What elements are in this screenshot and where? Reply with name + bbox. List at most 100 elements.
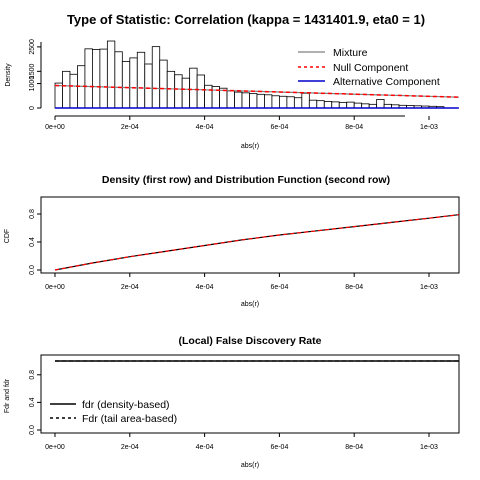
histogram-bar	[196, 74, 205, 109]
y-tick-label: 0.0	[29, 265, 36, 275]
x-tick-label: 2e-04	[121, 284, 139, 291]
histogram-bar	[249, 93, 258, 109]
histogram-title: Type of Statistic: Correlation (kappa = …	[67, 12, 425, 27]
y-tick-label: 1500	[29, 63, 36, 79]
histogram-bar	[293, 97, 303, 109]
legend-mixture-label: Mixture	[333, 47, 368, 59]
histogram-bar	[241, 92, 250, 109]
histogram-bar	[189, 67, 198, 109]
histogram-bar	[84, 48, 93, 109]
x-tick-label: 1e-03	[420, 444, 438, 451]
series-line	[54, 214, 459, 271]
histogram-bar	[114, 51, 123, 109]
x-axis-label: abs(r)	[241, 143, 259, 150]
histogram-bar	[308, 99, 318, 109]
y-ticks: 0.0 0.4 0.8	[29, 209, 41, 275]
histogram-bar	[181, 77, 191, 109]
density-lines	[54, 84, 459, 109]
y-axis-label: Fdr and fdr	[4, 378, 11, 413]
cdf-title: Density (first row) and Distribution Fun…	[102, 174, 390, 186]
histogram-bar	[278, 95, 288, 109]
histogram-bar	[316, 100, 325, 109]
fdr-plot-box	[40, 354, 460, 434]
x-tick-label: 4e-04	[196, 444, 214, 451]
fdr-panel: (Local) False Discovery Rate 0e+00 2e-04 4…	[4, 335, 460, 469]
histogram-bar	[376, 99, 385, 109]
x-tick-label: 2e-04	[121, 444, 139, 451]
histogram-bar	[92, 49, 101, 109]
histogram-bar	[69, 73, 78, 109]
histogram-bar	[256, 93, 265, 109]
y-tick-label: 0	[29, 106, 36, 110]
cdf-plot-box	[40, 196, 460, 274]
histogram-panel: Type of Statistic: Correlation (kappa = …	[5, 12, 459, 150]
y-tick-label: 0.8	[29, 209, 36, 219]
cdf-panel: Density (first row) and Distribution Fun…	[4, 174, 460, 308]
histogram-bar	[286, 96, 295, 109]
histogram-bar	[234, 91, 243, 109]
legend: Mixture Null Component Alternative Compo…	[298, 47, 440, 88]
x-tick-label: 8e-04	[345, 284, 363, 291]
x-ticks: 0e+00 2e-04 4e-04 6e-04 8e-04 1e-03	[45, 116, 438, 131]
x-ticks: 0e+00 2e-04 4e-04 6e-04 8e-04 1e-03	[45, 433, 438, 451]
legend: fdr (density-based) Fdr (tail area-based…	[50, 399, 177, 425]
x-tick-label: 0e+00	[45, 284, 65, 291]
legend-null-label: Null Component	[333, 62, 408, 74]
histogram-bar	[166, 70, 176, 109]
histogram-bars	[54, 40, 445, 109]
legend-alternative-label: Alternative Component	[333, 76, 440, 88]
histogram-bar	[151, 46, 161, 109]
histogram-bar	[136, 51, 146, 109]
y-axis-label: CDF	[4, 229, 11, 243]
y-tick-label: 0.8	[29, 370, 36, 380]
histogram-bar	[323, 101, 333, 109]
y-tick-label: 0.4	[29, 237, 36, 247]
histogram-bar	[129, 57, 138, 109]
cdf-lines	[54, 214, 459, 271]
y-tick-label: 2500	[29, 39, 36, 55]
histogram-bar	[204, 84, 213, 109]
histogram-bar	[226, 90, 235, 109]
histogram-bar	[106, 40, 116, 109]
x-tick-label: 4e-04	[196, 124, 214, 131]
y-ticks: 0.0 0.4 0.8	[29, 370, 41, 435]
x-ticks: 0e+00 2e-04 4e-04 6e-04 8e-04 1e-03	[45, 273, 438, 291]
series-line	[54, 214, 459, 271]
histogram-bar	[144, 63, 153, 109]
histogram-bar	[331, 101, 340, 109]
histogram-bar	[301, 92, 310, 109]
histogram-bar	[121, 61, 131, 109]
y-tick-label: 0.0	[29, 425, 36, 435]
x-tick-label: 1e-03	[420, 284, 438, 291]
x-tick-label: 2e-04	[121, 124, 139, 131]
x-tick-label: 0e+00	[45, 124, 65, 131]
x-tick-label: 8e-04	[345, 124, 363, 131]
histogram-bar	[62, 70, 71, 109]
histogram-bar	[346, 101, 355, 109]
x-tick-label: 0e+00	[45, 444, 65, 451]
fdr-title: (Local) False Discovery Rate	[179, 335, 322, 347]
histogram-bar	[159, 59, 168, 109]
histogram-bar	[338, 101, 348, 109]
x-tick-label: 6e-04	[270, 444, 288, 451]
x-tick-label: 4e-04	[196, 284, 214, 291]
histogram-bar	[54, 82, 63, 109]
series-line	[54, 84, 459, 98]
x-tick-label: 6e-04	[270, 284, 288, 291]
x-tick-label: 8e-04	[345, 444, 363, 451]
y-tick-label: 1000	[29, 76, 36, 92]
x-axis-label: abs(r)	[241, 462, 259, 469]
histogram-bar	[264, 94, 273, 109]
histogram-bar	[174, 74, 183, 109]
x-tick-label: 1e-03	[420, 124, 438, 131]
legend-fdr-label: fdr (density-based)	[82, 399, 170, 411]
y-axis-label: Density	[5, 63, 12, 87]
x-axis-label: abs(r)	[241, 301, 259, 308]
y-tick-label: 0.4	[29, 397, 36, 407]
histogram-bar	[271, 95, 280, 109]
histogram-bar	[99, 48, 108, 109]
x-tick-label: 6e-04	[270, 124, 288, 131]
legend-Fdr-label: Fdr (tail area-based)	[82, 413, 177, 425]
